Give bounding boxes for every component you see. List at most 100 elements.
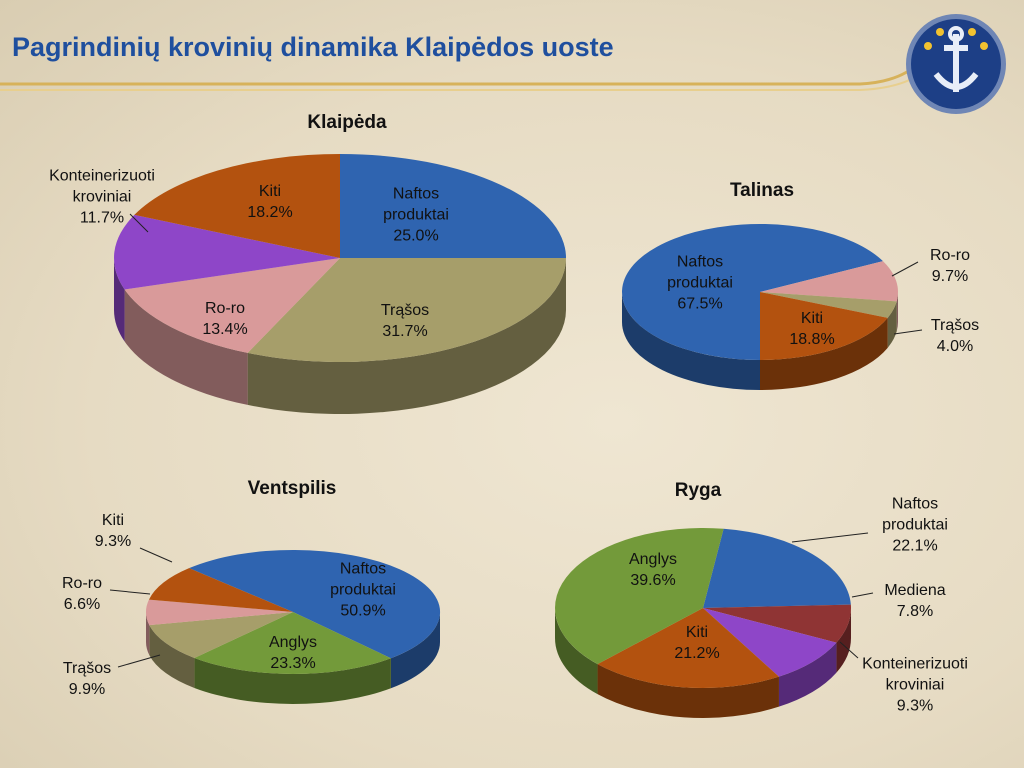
data-label: Naftos produktai 25.0% — [371, 184, 461, 247]
pie-slice-side — [194, 657, 391, 705]
logo-star — [980, 42, 988, 50]
data-label: Konteinerizuoti kroviniai 9.3% — [840, 654, 990, 717]
data-label: Ro-ro 13.4% — [180, 298, 270, 340]
value-label: 22.1% — [892, 537, 938, 555]
pie-slice-side — [597, 664, 779, 718]
data-label: Trąšos 31.7% — [360, 300, 450, 342]
value-label: 13.4% — [202, 321, 248, 338]
category-label: Kiti — [101, 512, 125, 529]
leader-line — [891, 261, 919, 277]
data-label: Anglys 23.3% — [248, 632, 338, 674]
pie-slice-side — [622, 292, 760, 390]
logo-star — [936, 28, 944, 36]
pie-slice-side — [887, 301, 897, 348]
pie-slice-side — [146, 612, 150, 656]
data-label: Mediena 7.8% — [870, 580, 960, 622]
value-label: 9.3% — [94, 533, 132, 550]
pie-slice — [189, 549, 441, 659]
leader-line — [839, 641, 859, 659]
value-label: 9.9% — [68, 681, 106, 698]
pie-slice — [146, 599, 293, 626]
pie-slice-side — [778, 642, 837, 707]
pie-slice-side — [896, 292, 898, 332]
value-label: 23.3% — [270, 655, 316, 672]
pie-slice — [194, 612, 391, 675]
pie-slice — [760, 292, 888, 360]
category-label: Naftos produktai — [330, 560, 396, 599]
leader-line — [893, 329, 923, 335]
value-label: 31.7% — [382, 323, 428, 340]
pie-slice — [247, 258, 566, 362]
value-label: 9.7% — [931, 268, 969, 285]
data-label: Trąšos 4.0% — [910, 315, 1000, 357]
pie-slice — [703, 608, 837, 677]
value-label: 9.3% — [896, 697, 934, 715]
data-label: Kiti 9.3% — [68, 510, 158, 552]
leader-line — [791, 532, 869, 543]
data-label: Trąšos 9.9% — [42, 658, 132, 700]
category-label: Ro-ro — [204, 300, 245, 317]
logo-anchor — [933, 34, 979, 92]
category-label: Naftos produktai — [667, 253, 733, 292]
category-label: Trąšos — [62, 660, 112, 677]
pie-slice-side — [149, 625, 195, 688]
pie-slice-side — [124, 289, 248, 405]
pie-slice — [703, 528, 851, 608]
value-label: 6.6% — [63, 596, 101, 613]
data-label: Naftos produktai 50.9% — [318, 559, 408, 622]
value-label: 7.8% — [896, 603, 934, 620]
value-label: 67.5% — [677, 295, 723, 313]
pie-slice — [340, 154, 566, 258]
value-label: 4.0% — [936, 338, 974, 355]
leader-line — [139, 547, 173, 563]
pie-slice — [113, 214, 340, 290]
value-label: 25.0% — [393, 227, 439, 245]
value-label: 50.9% — [340, 602, 386, 620]
logo — [906, 14, 1006, 114]
category-label: Konteinerizuoti kroviniai — [49, 167, 155, 206]
value-label: 11.7% — [79, 209, 125, 227]
pie-slice — [760, 292, 897, 318]
leader-line — [129, 213, 149, 233]
chart-title: Klaipėda — [307, 112, 387, 133]
pie-slice — [703, 604, 852, 643]
pie-slice-side — [760, 317, 888, 390]
logo-star — [968, 28, 976, 36]
category-label: Anglys — [628, 551, 678, 568]
pie-slice — [148, 568, 293, 612]
data-label: Anglys 39.6% — [608, 549, 698, 591]
data-label: Naftos produktai 22.1% — [870, 494, 960, 557]
category-label: Naftos produktai — [383, 185, 449, 224]
pie-slice — [149, 612, 293, 658]
data-label: Kiti 18.2% — [225, 181, 315, 223]
pie-slice-side — [247, 258, 566, 414]
chart-title: Ventspilis — [247, 478, 337, 499]
category-label: Mediena — [884, 582, 946, 599]
leader-line — [851, 592, 874, 598]
pie-slice-side — [555, 608, 598, 695]
category-label: Naftos produktai — [882, 495, 948, 534]
value-label: 21.2% — [674, 645, 720, 662]
category-label: Konteinerizuoti kroviniai — [862, 655, 968, 694]
leader-line — [109, 589, 151, 595]
pie-slice — [124, 258, 340, 353]
pie-slice — [134, 154, 340, 258]
data-label: Kiti 21.2% — [652, 622, 742, 664]
value-label: 18.8% — [789, 331, 835, 348]
category-label: Anglys — [268, 634, 318, 651]
pie-slice-side — [114, 258, 125, 342]
value-label: 18.2% — [247, 204, 293, 221]
category-label: Kiti — [258, 183, 282, 200]
pie-slice — [621, 223, 883, 360]
category-label: Ro-ro — [61, 575, 102, 592]
leader-line — [117, 654, 161, 668]
slide-title: Pagrindinių krovinių dinamika Klaipėdos … — [12, 32, 614, 62]
pie-slice — [555, 528, 724, 665]
data-label: Ro-ro 9.7% — [905, 245, 995, 287]
category-label: Trąšos — [380, 302, 430, 319]
category-label: Trąšos — [930, 317, 980, 334]
pie-slice-side — [390, 612, 440, 689]
data-label: Naftos produktai 67.5% — [655, 252, 745, 315]
